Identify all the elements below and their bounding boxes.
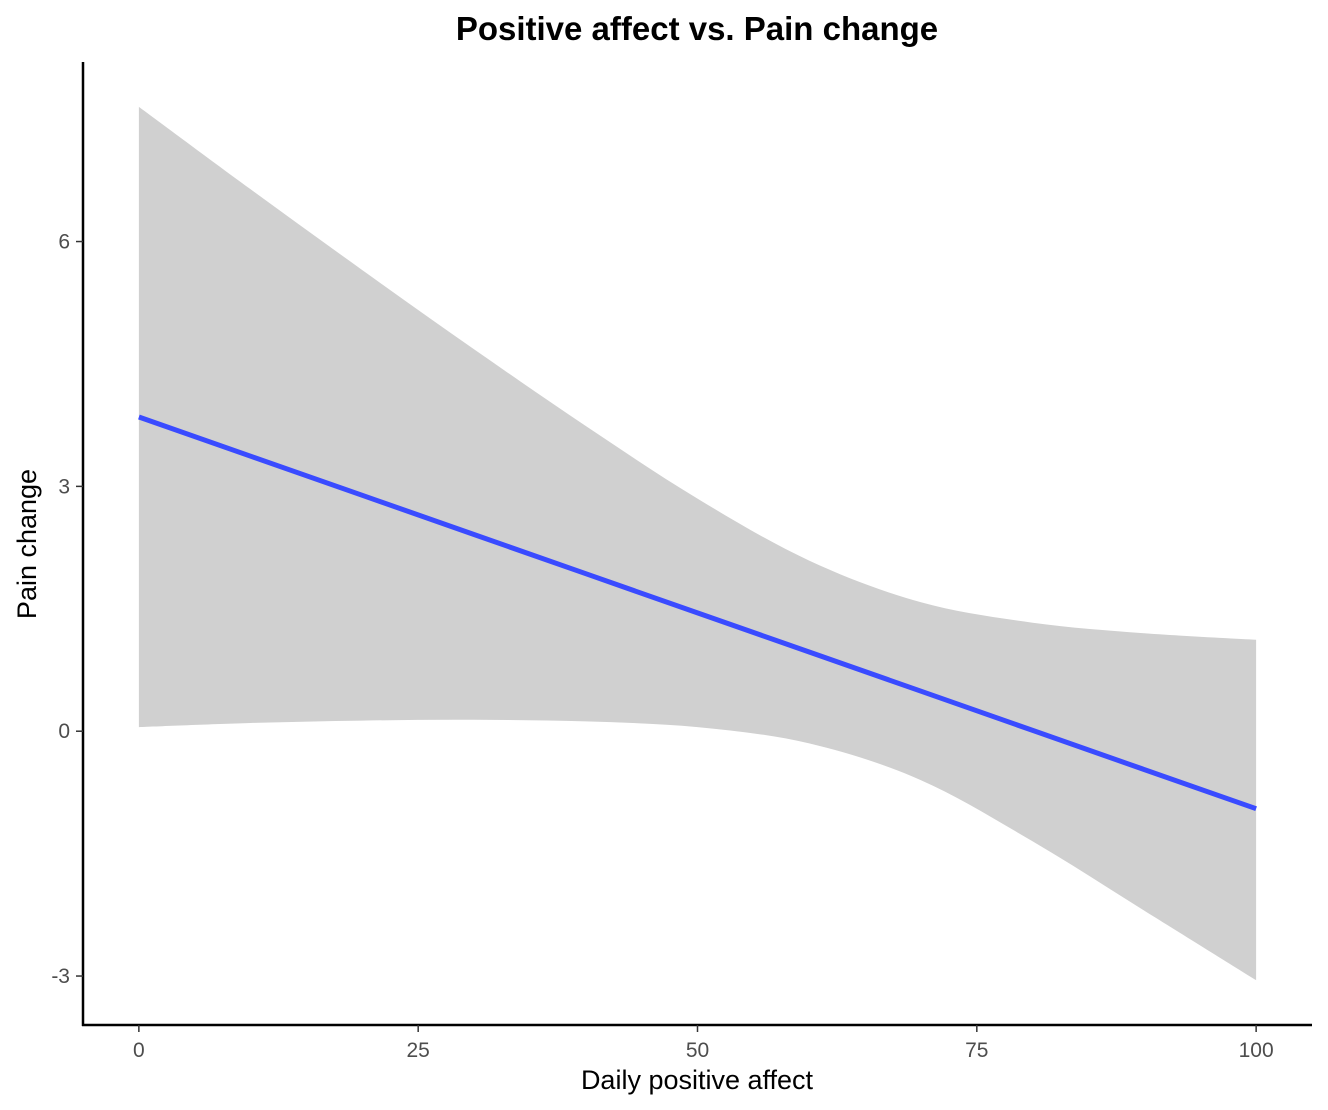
x-tick-label: 50 — [686, 1039, 709, 1062]
y-tick-label: 0 — [58, 720, 70, 743]
x-tick-label: 100 — [1239, 1039, 1274, 1062]
x-tick-label: 25 — [407, 1039, 430, 1062]
y-tick-label: -3 — [51, 965, 70, 988]
y-tick-label: 3 — [58, 475, 70, 498]
fit-line — [138, 414, 1257, 812]
y-axis-ticks: -3 0 3 6 — [51, 231, 83, 988]
plot-area — [138, 106, 1257, 981]
y-axis-title: Pain change — [12, 469, 42, 619]
x-tick-label: 75 — [965, 1039, 988, 1062]
x-tick-label: 0 — [133, 1039, 145, 1062]
chart-title: Positive affect vs. Pain change — [456, 10, 938, 47]
x-axis-title: Daily positive affect — [581, 1065, 814, 1095]
confidence-ribbon — [138, 106, 1257, 981]
x-axis-ticks: 0 25 50 75 100 — [133, 1025, 1274, 1062]
y-tick-label: 6 — [58, 231, 70, 254]
